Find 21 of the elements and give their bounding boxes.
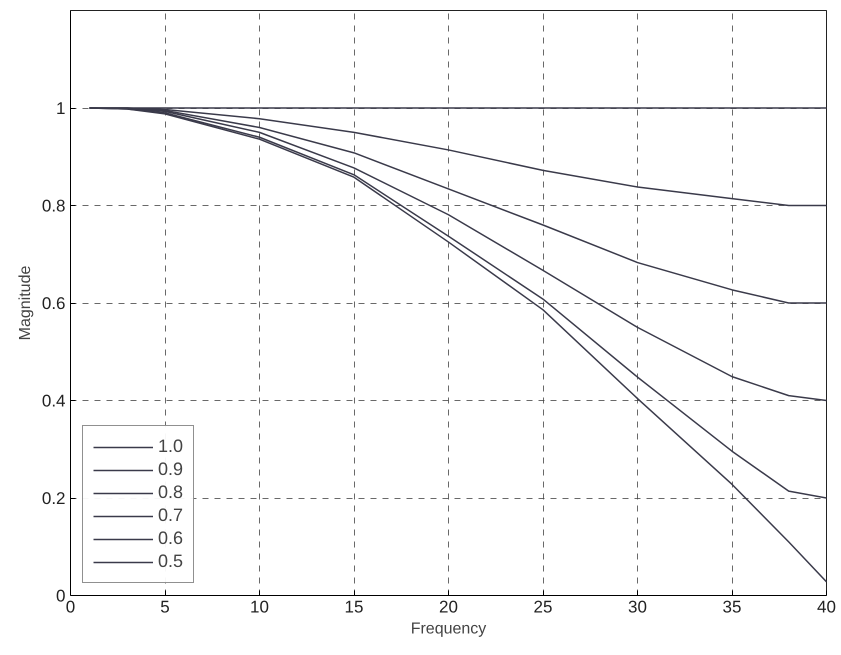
- legend-label: 0.5: [158, 551, 184, 572]
- legend-label: 0.6: [158, 528, 184, 549]
- x-tick-label: 40: [817, 598, 836, 616]
- y-tick-label: 1: [56, 99, 66, 118]
- legend-label: 0.7: [158, 505, 184, 526]
- legend-label: 0.8: [158, 482, 184, 503]
- legend-label: 0.9: [158, 459, 184, 480]
- x-tick-label: 15: [344, 598, 364, 616]
- legend-label: 1.0: [158, 436, 184, 457]
- x-tick-label: 10: [250, 598, 269, 616]
- y-tick-label: 0.6: [42, 294, 66, 313]
- x-tick-label: 5: [160, 598, 170, 616]
- y-tick-label: 0.8: [42, 196, 66, 216]
- x-tick-label: 35: [722, 598, 742, 616]
- y-tick-label: 0.2: [42, 489, 66, 508]
- x-axis-title: Frequency: [410, 620, 486, 638]
- x-tick-label: 25: [534, 598, 552, 616]
- x-tick-label: 20: [439, 598, 458, 616]
- y-axis-title: Magnitude: [16, 266, 34, 340]
- y-tick-label: 0.4: [42, 392, 66, 410]
- x-tick-label: 30: [628, 598, 647, 616]
